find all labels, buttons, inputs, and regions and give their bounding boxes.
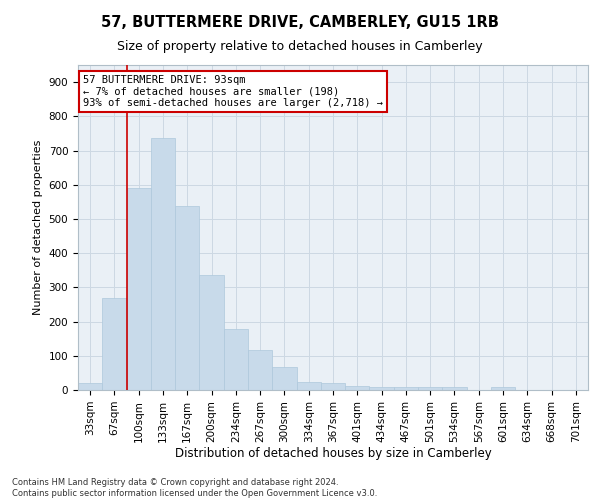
Bar	[272, 366, 296, 390]
Y-axis label: Number of detached properties: Number of detached properties	[33, 140, 43, 315]
Bar	[296, 382, 321, 390]
Text: Size of property relative to detached houses in Camberley: Size of property relative to detached ho…	[117, 40, 483, 53]
Bar	[248, 350, 272, 390]
Bar	[345, 386, 370, 390]
Bar	[394, 388, 418, 390]
Bar	[224, 329, 248, 390]
Bar	[491, 388, 515, 390]
Bar	[321, 383, 345, 390]
Bar	[175, 206, 199, 390]
Bar	[370, 388, 394, 390]
Bar	[418, 388, 442, 390]
Bar	[102, 298, 127, 390]
Text: 57, BUTTERMERE DRIVE, CAMBERLEY, GU15 1RB: 57, BUTTERMERE DRIVE, CAMBERLEY, GU15 1R…	[101, 15, 499, 30]
Bar	[199, 274, 224, 390]
X-axis label: Distribution of detached houses by size in Camberley: Distribution of detached houses by size …	[175, 448, 491, 460]
Bar	[442, 388, 467, 390]
Text: 57 BUTTERMERE DRIVE: 93sqm
← 7% of detached houses are smaller (198)
93% of semi: 57 BUTTERMERE DRIVE: 93sqm ← 7% of detac…	[83, 74, 383, 108]
Bar	[151, 138, 175, 390]
Bar	[78, 383, 102, 390]
Bar	[127, 188, 151, 390]
Text: Contains HM Land Registry data © Crown copyright and database right 2024.
Contai: Contains HM Land Registry data © Crown c…	[12, 478, 377, 498]
